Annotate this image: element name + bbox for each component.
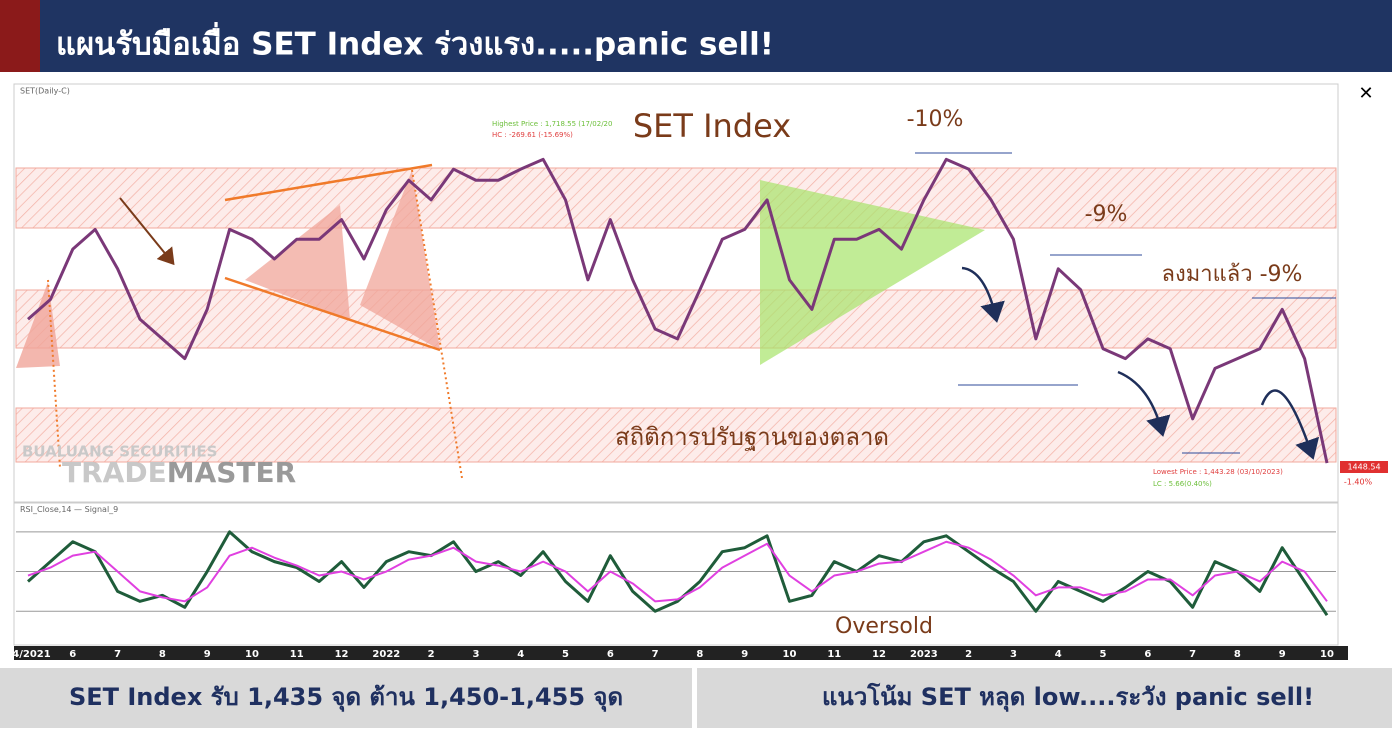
arrow xyxy=(961,266,1005,323)
x-tick-label: 11 xyxy=(290,649,304,660)
rsi-legend: RSI_Close,14 — Signal_9 xyxy=(20,505,118,514)
x-tick-label: 3 xyxy=(472,649,479,660)
annotation: ลงมาแล้ว -9% xyxy=(1162,262,1303,287)
annotation: HC : -269.61 (-15.69%) xyxy=(492,131,573,139)
logo-brand-dark: MASTER xyxy=(167,456,297,489)
x-tick-label: 12 xyxy=(872,649,886,660)
x-tick-label: 8 xyxy=(159,649,166,660)
x-tick-label: 7 xyxy=(652,649,659,660)
legend-label: RSI_Close,14 xyxy=(20,505,72,514)
pattern-triangle xyxy=(760,180,985,365)
x-tick-label: 9 xyxy=(741,649,748,660)
price-tag xyxy=(1340,461,1388,473)
x-tick-label: 4 xyxy=(517,649,524,660)
x-tick-label: 10 xyxy=(245,649,259,660)
arrow xyxy=(1260,389,1320,460)
trend-line xyxy=(47,279,61,469)
x-tick-label: 2 xyxy=(428,649,435,660)
x-tick-label: 2022 xyxy=(372,649,400,660)
x-tick-label: 5 xyxy=(562,649,569,660)
close-icon[interactable]: ✕ xyxy=(1358,83,1373,104)
x-tick-label: 8 xyxy=(696,649,703,660)
annotation: สถิติการปรับฐานของตลาด xyxy=(615,423,889,451)
x-tick-label: 8 xyxy=(1234,649,1241,660)
title: แผนรับมือเมื่อ SET Index ร่วงแรง.....pan… xyxy=(56,22,774,63)
annotation: 1448.54 xyxy=(1347,463,1380,472)
chart-title: SET Index xyxy=(633,107,791,145)
x-tick-label: 2023 xyxy=(910,649,938,660)
x-tick-label: 11 xyxy=(827,649,841,660)
x-tick-label: 6 xyxy=(1144,649,1151,660)
legend-label: SET(Daily-C) xyxy=(20,87,70,96)
series-line xyxy=(27,530,1329,617)
x-tick-label: 9 xyxy=(1279,649,1286,660)
arrow xyxy=(1117,370,1171,437)
footer-box xyxy=(697,668,1392,728)
logo-company: BUALUANG SECURITIES xyxy=(22,443,217,461)
x-tick-label: 10 xyxy=(783,649,797,660)
x-tick-label: 5 xyxy=(1100,649,1107,660)
x-tick-label: 9 xyxy=(204,649,211,660)
x-tick-label: 7 xyxy=(114,649,121,660)
footer-left: SET Index รับ 1,435 จุด ต้าน 1,450-1,455… xyxy=(69,683,623,713)
x-tick-label: 3 xyxy=(1010,649,1017,660)
x-tick-label: 7 xyxy=(1189,649,1196,660)
header-accent xyxy=(0,0,40,72)
trend-line xyxy=(224,276,441,352)
trend-line xyxy=(224,163,433,202)
rsi-panel xyxy=(13,502,1339,646)
annotation: Oversold xyxy=(835,614,933,639)
x-tick-label: 10 xyxy=(1320,649,1334,660)
x-tick-label: 6 xyxy=(607,649,614,660)
annotation: -1.40% xyxy=(1344,478,1373,487)
logo-brand: TRADEMASTER xyxy=(62,456,296,489)
zone xyxy=(15,167,1337,229)
zone xyxy=(15,407,1337,463)
x-tick-label: 04/2021 xyxy=(5,649,50,660)
header-bar xyxy=(0,0,1392,72)
arrow xyxy=(119,197,175,266)
pattern-triangle xyxy=(16,282,60,368)
footer-right: แนวโน้ม SET หลุด low....ระวัง panic sell… xyxy=(822,682,1314,713)
trend-line xyxy=(411,169,463,479)
legend-label: Signal_9 xyxy=(85,505,119,514)
x-tick-label: 6 xyxy=(69,649,76,660)
series-line xyxy=(27,540,1328,603)
pattern-triangle xyxy=(360,170,440,350)
annotation: -10% xyxy=(907,107,964,132)
footer-box xyxy=(0,668,692,728)
annotation: LC : 5.66(0.40%) xyxy=(1153,480,1212,488)
logo-brand-light: TRADE xyxy=(62,456,167,489)
x-tick-label: 12 xyxy=(335,649,349,660)
x-tick-label: 4 xyxy=(1055,649,1062,660)
x-axis-bar xyxy=(14,646,1348,660)
series-line xyxy=(27,157,1329,464)
x-tick-label: 2 xyxy=(965,649,972,660)
annotation: -9% xyxy=(1085,202,1128,227)
annotation: Highest Price : 1,718.55 (17/02/20 xyxy=(492,120,612,128)
annotation: Lowest Price : 1,443.28 (03/10/2023) xyxy=(1153,468,1283,476)
